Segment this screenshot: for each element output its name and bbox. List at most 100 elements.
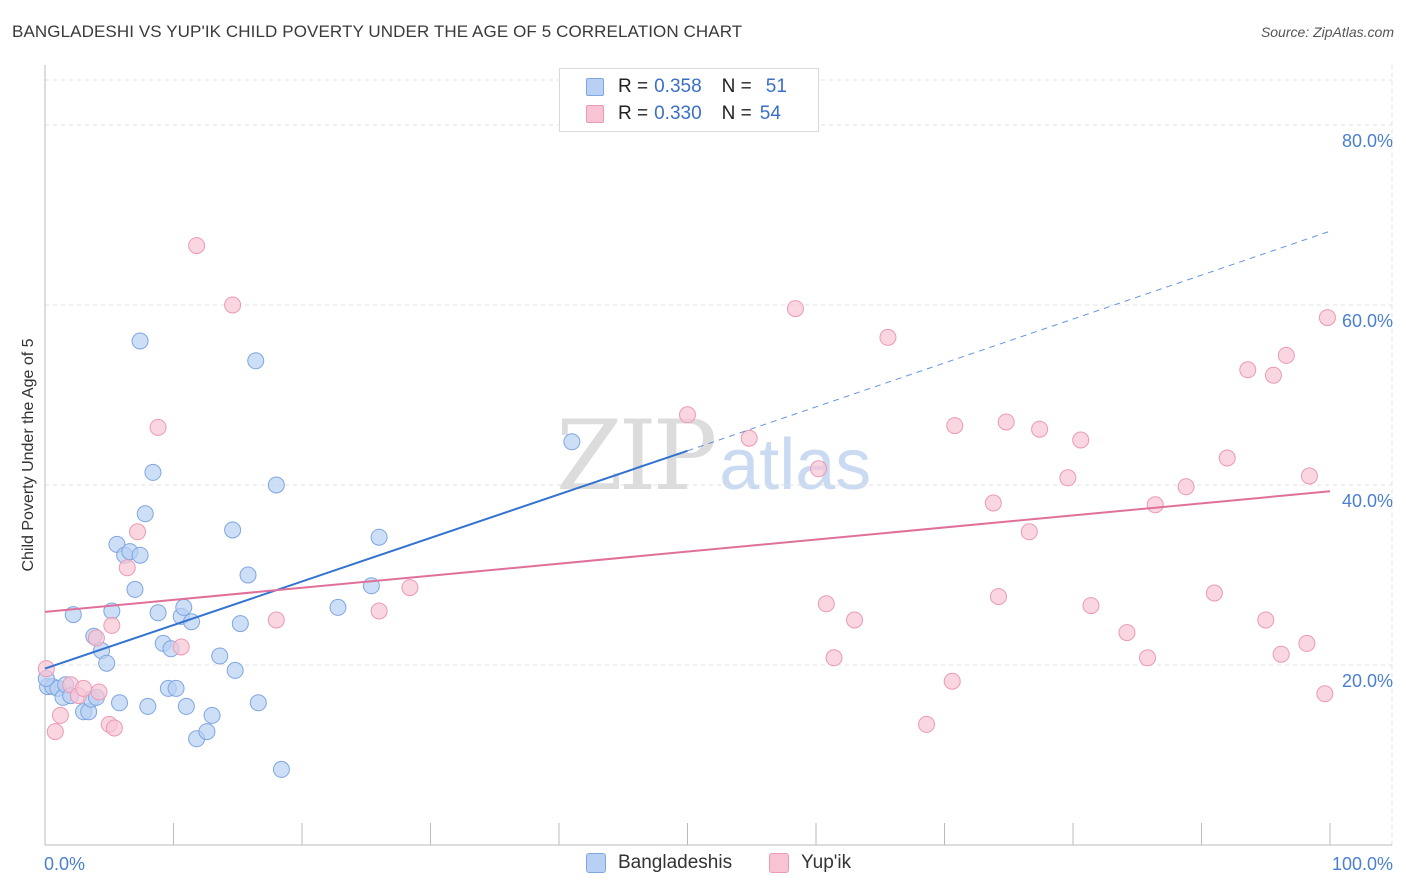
bangladeshi-point xyxy=(131,332,149,350)
legend-swatch-blue xyxy=(586,78,604,96)
y-tick-label: 80.0% xyxy=(1342,131,1393,151)
bangladeshi-point xyxy=(563,433,581,451)
yupik-point xyxy=(984,494,1002,512)
bangladeshi-point xyxy=(329,598,347,616)
yupik-point xyxy=(1205,584,1223,602)
yupik-point xyxy=(1218,449,1236,467)
yupik-point xyxy=(989,588,1007,606)
yupik-point xyxy=(1264,366,1282,384)
trend-layer xyxy=(44,230,1331,670)
legend-n-value: 54 xyxy=(759,103,781,124)
yupik-point xyxy=(1318,309,1336,327)
legend-n-label: N = xyxy=(721,103,752,124)
yupik-point xyxy=(188,237,206,255)
bangladeshi-point xyxy=(167,679,185,697)
chart-title: BANGLADESHI VS YUP'IK CHILD POVERTY UNDE… xyxy=(12,22,743,41)
yupik-point xyxy=(918,715,936,733)
yupik-point xyxy=(846,611,864,629)
yupik-point xyxy=(401,579,419,597)
yupik-point xyxy=(817,595,835,613)
yupik-point xyxy=(103,616,121,634)
source-credit: Source: ZipAtlas.com xyxy=(1260,24,1394,40)
correlation-legend: R = 0.358 N = 51 R = 0.330 N = 54 xyxy=(559,68,819,132)
yupik-point xyxy=(1072,431,1090,449)
yupik-point xyxy=(370,602,388,620)
axis-layer xyxy=(44,65,1392,846)
points-layer xyxy=(37,237,1336,778)
yupik-point xyxy=(90,683,108,701)
bangladeshi-point xyxy=(149,604,167,622)
legend-n-value: 51 xyxy=(765,76,787,97)
yupik-point xyxy=(825,649,843,667)
series-legend-label: Bangladeshis xyxy=(618,852,733,873)
legend-n-label: N = xyxy=(721,76,752,97)
bangladeshi-point xyxy=(249,694,267,712)
yupik-point xyxy=(1298,634,1316,652)
legend-swatch-pink xyxy=(586,105,604,123)
yupik-point xyxy=(879,328,897,346)
yupik-point xyxy=(1257,611,1275,629)
yupik-point xyxy=(149,418,167,436)
yupik-point xyxy=(786,300,804,318)
yupik-point xyxy=(1146,496,1164,514)
yupik-point xyxy=(1277,346,1295,364)
series-swatch-blue xyxy=(586,853,606,873)
series-legend-bangladeshis[interactable]: Bangladeshis xyxy=(586,852,732,874)
bangladeshi-trend-extension xyxy=(687,230,1331,452)
yupik-point xyxy=(1059,469,1077,487)
bangladeshi-point xyxy=(239,566,257,584)
bangladeshi-point xyxy=(272,760,290,778)
bangladeshi-point xyxy=(111,694,129,712)
bangladeshi-point xyxy=(139,697,157,715)
bangladeshi-point xyxy=(267,476,285,494)
yupik-point xyxy=(51,706,69,724)
bangladeshi-point xyxy=(203,706,221,724)
series-legend-yupik[interactable]: Yup'ik xyxy=(769,852,851,874)
yupik-point xyxy=(1177,478,1195,496)
bangladeshi-point xyxy=(198,723,216,741)
yupik-point xyxy=(267,611,285,629)
bangladeshi-point xyxy=(98,654,116,672)
series-legend-label: Yup'ik xyxy=(801,852,852,873)
bangladeshi-point xyxy=(247,352,265,370)
bangladeshi-point xyxy=(136,505,154,523)
yupik-point xyxy=(1020,523,1038,541)
yupik-point xyxy=(946,417,964,435)
yupik-trend-line xyxy=(44,490,1331,613)
yupik-point xyxy=(1082,597,1100,615)
yupik-point xyxy=(87,629,105,647)
x-tick-label: 100.0% xyxy=(1332,854,1393,874)
legend-r-label: R = xyxy=(618,76,649,97)
bangladeshi-point xyxy=(370,528,388,546)
series-swatch-pink xyxy=(769,853,789,873)
bangladeshi-point xyxy=(126,580,144,598)
bangladeshi-point xyxy=(177,697,195,715)
bangladeshi-point xyxy=(211,647,229,665)
yupik-point xyxy=(129,523,147,541)
legend-row-yupik: R = 0.330 N = 54 xyxy=(586,103,781,125)
yupik-point xyxy=(1300,467,1318,485)
yupik-point xyxy=(1118,624,1136,642)
bangladeshi-trend-line xyxy=(44,449,688,670)
yupik-point xyxy=(943,672,961,690)
yupik-point xyxy=(172,638,190,656)
bangladeshi-point xyxy=(231,615,249,633)
y-tick-label: 60.0% xyxy=(1342,311,1393,331)
bangladeshi-point xyxy=(175,598,193,616)
label-layer: 20.0% 40.0% 60.0% 80.0% 0.0% 100.0% Child Pove… xyxy=(20,131,1393,874)
y-tick-label: 40.0% xyxy=(1342,491,1393,511)
yupik-point xyxy=(1272,645,1290,663)
grid-layer xyxy=(45,65,1393,845)
yupik-point xyxy=(224,296,242,314)
legend-r-value: 0.330 xyxy=(654,103,702,124)
series-legend: Bangladeshis Yup'ik xyxy=(0,852,1406,876)
bangladeshi-point xyxy=(226,661,244,679)
x-tick-label: 0.0% xyxy=(44,854,85,874)
y-tick-label: 20.0% xyxy=(1342,671,1393,691)
yupik-point xyxy=(679,406,696,424)
yupik-point xyxy=(1139,649,1157,667)
yupik-point xyxy=(740,429,758,447)
yupik-point xyxy=(75,679,93,697)
yupik-point xyxy=(118,559,136,577)
